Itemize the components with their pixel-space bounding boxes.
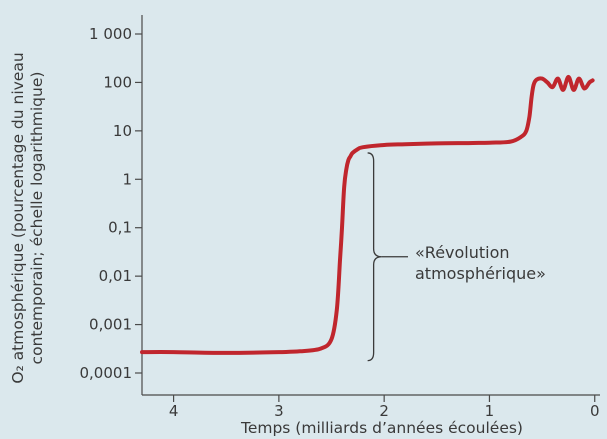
series-line-0 xyxy=(140,74,595,355)
y-tick-label: 0,001 xyxy=(89,316,132,334)
x-tick-label: 0 xyxy=(590,402,600,420)
x-tick-label: 1 xyxy=(485,402,495,420)
annotation-text: «Révolution atmosphérique» xyxy=(415,243,546,283)
x-ticks: 4 3 2 1 0 xyxy=(169,395,600,420)
y-tick-label: 100 xyxy=(103,73,132,91)
y-axis-title: O₂ atmosphérique (pourcentage du niveau … xyxy=(9,52,46,383)
x-tick-label: 2 xyxy=(379,402,389,420)
axes xyxy=(141,15,600,396)
y-ticks: 0,0001 0,001 0,01 0,1 1 10 100 1 000 xyxy=(80,25,142,382)
y-axis-title-line-2: contemporain; échelle logarithmique) xyxy=(28,72,46,365)
x-axis-title: Temps (milliards d’années écoulées) xyxy=(240,419,523,437)
y-tick-label: 0,01 xyxy=(99,267,132,285)
x-tick-label: 3 xyxy=(274,402,284,420)
y-axis-title-line-1: O₂ atmosphérique (pourcentage du niveau xyxy=(9,52,27,383)
y-tick-label: 1 000 xyxy=(89,25,132,43)
x-tick-label: 4 xyxy=(169,402,179,420)
annotation-line-1: «Révolution xyxy=(415,243,510,262)
y-tick-label: 1 xyxy=(122,170,132,188)
y-tick-label: 0,1 xyxy=(108,219,132,237)
annotation-line-2: atmosphérique» xyxy=(415,264,546,283)
y-tick-label: 0,0001 xyxy=(80,364,133,382)
y-tick-label: 10 xyxy=(113,122,132,140)
brace-path xyxy=(367,152,382,362)
annotation-brace xyxy=(367,152,408,362)
series-group xyxy=(140,74,595,355)
